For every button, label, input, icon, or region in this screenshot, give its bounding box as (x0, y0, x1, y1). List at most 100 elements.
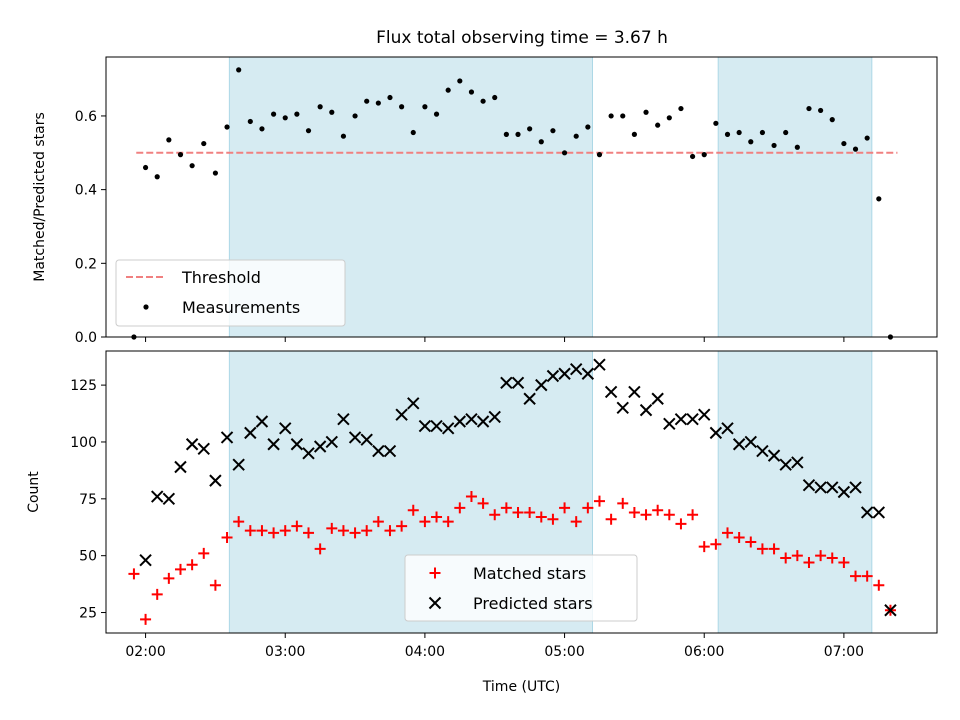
predicted-star-point (313, 440, 327, 453)
matched-star-point (174, 563, 186, 575)
predicted-star-point (663, 417, 676, 430)
legend-predicted-label: Predicted stars (473, 594, 593, 613)
measurement-point (154, 174, 160, 180)
predicted-star-point (453, 415, 467, 428)
count-y-tick-label: 50 (79, 549, 97, 565)
measurement-point (713, 120, 719, 126)
matched-star-point (803, 557, 815, 568)
x-tick-label: 03:00 (265, 644, 305, 660)
predicted-star-point (139, 554, 152, 567)
predicted-star-point (418, 419, 432, 433)
predicted-star-point (407, 397, 420, 410)
measurement-point (561, 150, 568, 156)
measurement-point (399, 104, 405, 110)
predicted-star-point (465, 413, 478, 426)
predicted-star-point (325, 435, 338, 449)
measurement-point (689, 153, 696, 160)
predicted-star-point (302, 447, 315, 460)
chart-title: Flux total observing time = 3.67 h (376, 28, 668, 48)
predicted-star-point (360, 433, 373, 446)
matched-star-point (582, 502, 594, 514)
count-y-tick-label: 100 (70, 435, 97, 451)
count-panel: 02:00 03:00 04:00 05:00 06:00 07:00 25 50 75 100 1… (26, 350, 938, 695)
measurement-point (189, 163, 195, 169)
matched-star-point (256, 525, 268, 537)
measurement-point (643, 109, 649, 115)
legend-matched-swatch (429, 567, 441, 579)
matched-star-point (431, 511, 443, 523)
measurement-point (573, 133, 579, 139)
matched-star-point (559, 502, 571, 514)
measurement-point (794, 144, 800, 150)
matched-star-point (873, 579, 885, 591)
predicted-star-point (849, 481, 862, 494)
measurement-point (818, 107, 824, 114)
matched-star-point (768, 543, 780, 555)
matched-star-point (442, 516, 454, 528)
matched-star-point (838, 557, 850, 568)
predicted-star-point (232, 458, 245, 471)
measurement-point (247, 118, 253, 125)
predicted-star-point (162, 492, 176, 506)
ratio-axes-frame (105, 56, 938, 338)
measurement-point (678, 105, 684, 112)
predicted-star-point (837, 485, 851, 499)
predicted-star-point (255, 415, 269, 428)
matched-star-point (710, 538, 722, 550)
predicted-star-point (174, 460, 187, 474)
measurement-point (177, 152, 184, 158)
measurement-point (387, 94, 393, 101)
matched-star-point (826, 552, 838, 564)
predicted-star-point (244, 426, 257, 440)
predicted-star-point (290, 438, 304, 451)
count-y-tick-label: 25 (79, 606, 97, 622)
matched-star-point (535, 511, 547, 523)
measurement-point (759, 129, 766, 136)
matched-star-point (652, 504, 664, 516)
predicted-star-point (872, 506, 886, 519)
matched-star-point (791, 550, 803, 562)
measurement-point (364, 98, 370, 104)
matched-star-point (698, 541, 710, 553)
measurement-point (527, 126, 533, 132)
matched-star-point (384, 525, 396, 537)
measurement-point (410, 129, 416, 136)
predicted-star-point (395, 408, 408, 421)
measurement-point (608, 113, 614, 119)
ratio-y-axis-label: Matched/Predicted stars (32, 112, 48, 282)
measurement-point (864, 135, 870, 141)
matched-star-point (617, 497, 629, 509)
predicted-star-point (791, 456, 804, 469)
matched-star-point (663, 509, 675, 521)
predicted-star-point (686, 413, 699, 426)
predicted-star-point (581, 367, 595, 380)
legend-measurements-label: Measurements (182, 298, 300, 317)
count-y-axis-label: Count (26, 471, 42, 513)
matched-star-point (163, 572, 175, 584)
predicted-star-point (721, 422, 734, 435)
matched-star-point (349, 527, 361, 539)
predicted-star-point (185, 438, 199, 451)
ratio-legend (115, 259, 346, 327)
matched-star-point (198, 547, 210, 559)
predicted-star-point (476, 415, 490, 428)
predicted-star-point (511, 376, 525, 390)
measurement-point (748, 139, 754, 145)
measurement-point (352, 113, 358, 119)
measurement-point (829, 117, 835, 123)
matched-star-point (733, 531, 745, 543)
predicted-star-point (430, 419, 443, 433)
legend-measurements-swatch (143, 304, 149, 310)
measurement-point (457, 78, 463, 84)
predicted-star-point (151, 490, 164, 503)
predicted-star-point (546, 369, 560, 383)
x-axis-label: Time (UTC) (482, 679, 560, 695)
predicted-star-point (616, 401, 629, 415)
ratio-panel: 0.0 0.2 0.4 0.6 Matched/Predicted stars Thres… (32, 56, 938, 346)
matched-star-point (675, 518, 687, 530)
matched-star-point (780, 552, 792, 564)
matched-star-point (140, 613, 152, 625)
predicted-star-point (523, 392, 536, 405)
measurement-point (270, 111, 277, 117)
measurement-point (631, 131, 637, 137)
